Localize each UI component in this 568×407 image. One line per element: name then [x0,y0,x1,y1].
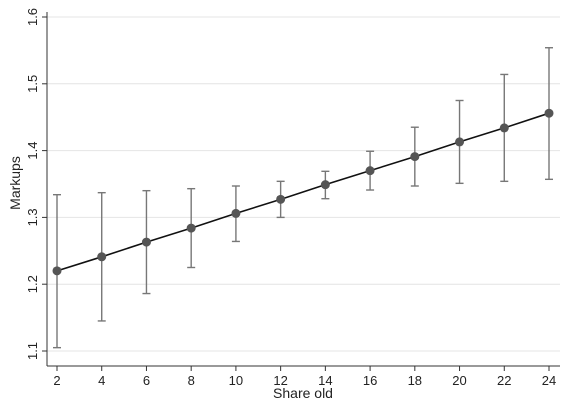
y-tick-label: 1.6 [25,8,40,26]
x-tick-label: 8 [188,373,195,388]
data-point [455,137,465,147]
x-axis-title: Share old [273,385,333,401]
tick-labels: 1.11.21.31.41.51.62 4 6 8 10 12 14 16 18 20 22 24 [25,8,556,388]
x-tick-label: 16 [363,373,377,388]
x-tick-label: 4 [98,373,105,388]
x-tick-label: 18 [408,373,422,388]
data-point [365,166,375,176]
data-point [544,108,554,118]
x-tick-label: 14 [318,373,332,388]
data-point [499,123,509,133]
x-tick-label: 20 [452,373,466,388]
x-tick-label: 12 [273,373,287,388]
data-point [276,194,286,204]
y-axis-title: Markups [7,156,23,210]
data-point [141,237,151,247]
fit-line-group [56,112,550,272]
data-point [410,152,420,162]
data-points [52,108,554,276]
data-point [97,252,107,262]
data-point [186,223,196,233]
data-point [231,208,241,218]
y-tick-label: 1.1 [25,342,40,360]
data-point [52,266,62,276]
error-bars [53,47,553,349]
grid-lines [47,16,560,352]
x-tick-label: 2 [53,373,60,388]
y-tick-label: 1.5 [25,75,40,93]
x-tick-label: 22 [497,373,511,388]
y-tick-label: 1.3 [25,208,40,226]
fit-line [56,112,550,272]
x-tick-label: 6 [143,373,150,388]
axes [42,12,560,371]
data-point [320,180,330,190]
y-tick-label: 1.4 [25,142,40,160]
y-tick-label: 1.2 [25,275,40,293]
x-tick-label: 24 [542,373,556,388]
x-tick-label: 10 [229,373,243,388]
